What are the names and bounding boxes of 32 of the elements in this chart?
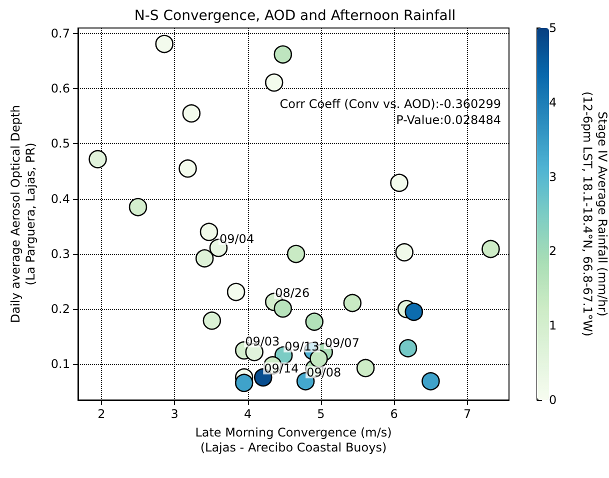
y-tick-label: 0.6 [50, 82, 70, 96]
x-tick-label: 6 [390, 407, 398, 421]
color-bar-label: 3 [549, 170, 557, 184]
y-tick-label: 0.1 [50, 357, 70, 372]
color-bar-label: 5 [549, 21, 557, 35]
x-tick-label: 4 [244, 407, 252, 421]
x-axis-title: Late Morning Convergence (m/s) (Lajas - Arecibo Coastal Buoys) [195, 425, 392, 454]
y-tick-label: 0.5 [50, 136, 70, 151]
y-axis-title: Daily average Aerosol Optical Depth (La Parguera, Lajas, PR) [8, 104, 38, 324]
annotation: Corr Coeff (Conv vs. AOD):-0.360299 [280, 97, 501, 111]
color-bar-label: 2 [549, 244, 557, 258]
x-tick-label: 3 [170, 407, 178, 421]
annotation: 09/03 [245, 334, 280, 348]
y-tick-label: 0.7 [50, 26, 70, 41]
chart-title: N-S Convergence, AOD and Afternoon Rainfall [134, 8, 456, 24]
annotation: 09/14 [264, 361, 299, 376]
y-tick-label: 0.2 [50, 302, 70, 316]
x-tick-label: 2 [98, 407, 106, 421]
color-bar-label: 4 [549, 95, 557, 110]
annotation: 08/26 [275, 286, 310, 300]
annotation: 09/13 [284, 339, 320, 354]
annotation: 09/04 [219, 232, 254, 246]
y-tick-label: 0.3 [50, 246, 70, 261]
annotation: 09/08 [306, 365, 342, 380]
color-bar-title: Stage IV Average Rainfall (mm/hr) (12-6pm LST, 18.1-18.4°N, 66.8-67.1°W) [580, 92, 609, 336]
color-bar-label: 0 [549, 393, 557, 407]
x-tick-label: 5 [317, 407, 325, 421]
annotation: 09/07 [324, 336, 360, 350]
x-tick-label: 7 [463, 407, 472, 421]
y-tick-label: 0.4 [50, 192, 70, 206]
color-bar-label: 1 [549, 318, 557, 333]
annotation: P-Value:0.028484 [396, 113, 501, 127]
